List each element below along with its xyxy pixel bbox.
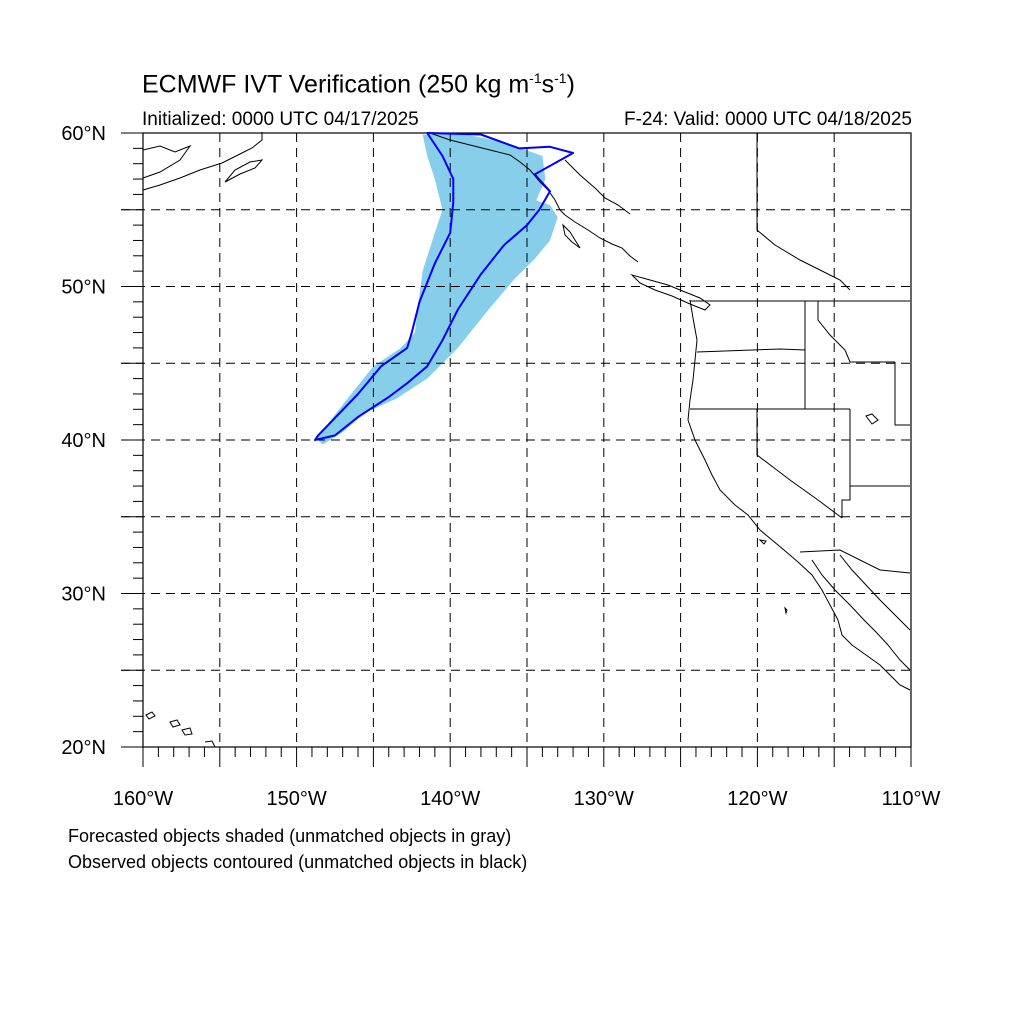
island-maui	[181, 727, 193, 736]
lon-tick-label: 160°W	[113, 788, 173, 810]
lat-tick-label: 50°N	[61, 277, 106, 299]
coastline-vancouver-island	[630, 274, 711, 311]
coastline-mexico-mainland	[839, 554, 911, 631]
coastline-canada-inner	[564, 159, 631, 215]
valid-time: F-24: Valid: 0000 UTC 04/18/2025	[624, 109, 912, 130]
border-nevada-east	[841, 409, 851, 518]
border-nevada-west	[756, 409, 843, 519]
border-alaska-canada	[756, 133, 851, 291]
border-washington-oregon	[696, 348, 806, 362]
chart-title: ECMWF IVT Verification (250 kg m-1s-1)	[142, 70, 575, 99]
forecast-object-shaded	[316, 134, 558, 445]
coastline-california	[687, 419, 839, 621]
border-wyoming	[894, 362, 910, 426]
border-idaho-east	[817, 301, 895, 363]
border-us-mexico	[799, 549, 911, 574]
lon-tick-label: 150°W	[266, 788, 326, 810]
island-hawaii	[204, 740, 216, 748]
coastline-washington-oregon	[687, 299, 698, 421]
coastline-alaska-peninsula	[142, 132, 263, 191]
island-oahu	[169, 719, 181, 728]
footnote-observed: Observed objects contoured (unmatched ob…	[68, 852, 528, 872]
lon-tick-label: 140°W	[420, 788, 480, 810]
coastline-southeast-alaska	[429, 132, 566, 216]
coastline-haida-gwaii	[562, 223, 581, 249]
observed-object-contour	[314, 132, 575, 441]
lat-tick-label: 30°N	[61, 584, 106, 606]
lat-tick-label: 20°N	[61, 737, 106, 759]
coastline-baja-west	[837, 619, 911, 691]
coastline-bc-north	[564, 214, 639, 263]
coastline-gulf-california	[811, 559, 911, 671]
lon-tick-label: 130°W	[574, 788, 634, 810]
lake-great-salt	[865, 413, 879, 425]
island-kauai	[145, 711, 156, 720]
coastline-kodiak	[224, 159, 264, 183]
island-guadalupe	[784, 606, 788, 615]
island-channel	[758, 539, 767, 545]
lon-tick-label: 120°W	[727, 788, 787, 810]
lat-tick-label: 60°N	[61, 123, 106, 145]
coastline-alaska-west	[142, 144, 192, 179]
initialized-time: Initialized: 0000 UTC 04/17/2025	[142, 109, 419, 130]
lon-tick-label: 110°W	[882, 788, 941, 810]
footnote-forecast: Forecasted objects shaded (unmatched obj…	[68, 826, 512, 846]
lat-tick-label: 40°N	[61, 430, 106, 452]
